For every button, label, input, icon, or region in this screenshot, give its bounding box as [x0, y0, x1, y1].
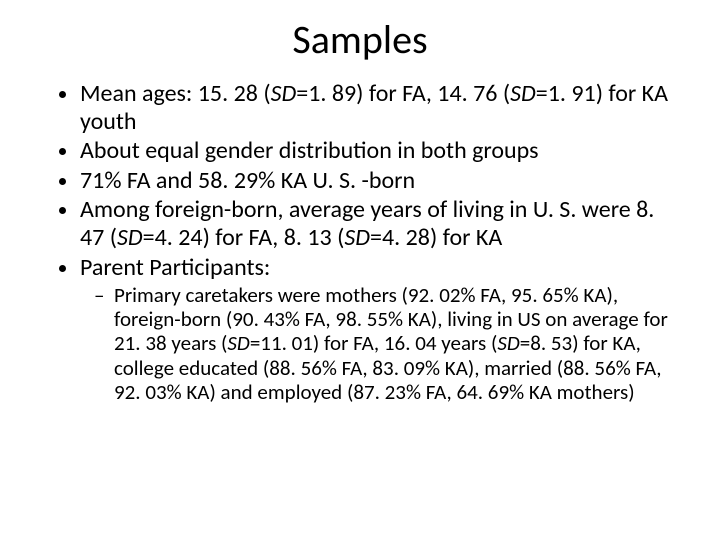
bullet-list: Mean ages: 15. 28 (SD=1. 89) for FA, 14.…	[50, 80, 670, 404]
slide-title: Samples	[50, 18, 670, 62]
bullet-item: Parent Participants: Primary caretakers …	[80, 254, 670, 404]
sd-label: SD	[271, 79, 297, 108]
sd-label: SD	[227, 330, 249, 356]
sub-bullet-text: =11. 01) for FA, 16. 04 years (	[250, 330, 498, 356]
bullet-item: Among foreign-born, average years of liv…	[80, 196, 670, 251]
bullet-item: About equal gender distribution in both …	[80, 137, 670, 165]
bullet-text: 71% FA and 58. 29% KA U. S. -born	[80, 166, 415, 195]
sd-label: SD	[497, 330, 519, 356]
sd-label: SD	[344, 223, 370, 252]
bullet-text: Mean ages: 15. 28 (	[80, 79, 271, 108]
sd-label: SD	[117, 223, 143, 252]
bullet-item: Mean ages: 15. 28 (SD=1. 89) for FA, 14.…	[80, 80, 670, 135]
bullet-text: Parent Participants:	[80, 253, 270, 282]
sub-bullet-list: Primary caretakers were mothers (92. 02%…	[80, 283, 670, 404]
slide: Samples Mean ages: 15. 28 (SD=1. 89) for…	[0, 0, 720, 540]
bullet-text: About equal gender distribution in both …	[80, 136, 539, 165]
bullet-item: 71% FA and 58. 29% KA U. S. -born	[80, 167, 670, 195]
bullet-text: =4. 24) for FA, 8. 13 (	[143, 223, 345, 252]
bullet-text: =4. 28) for KA	[370, 223, 502, 252]
sd-label: SD	[510, 79, 536, 108]
sub-bullet-item: Primary caretakers were mothers (92. 02%…	[114, 283, 670, 404]
bullet-text: =1. 89) for FA, 14. 76 (	[296, 79, 510, 108]
